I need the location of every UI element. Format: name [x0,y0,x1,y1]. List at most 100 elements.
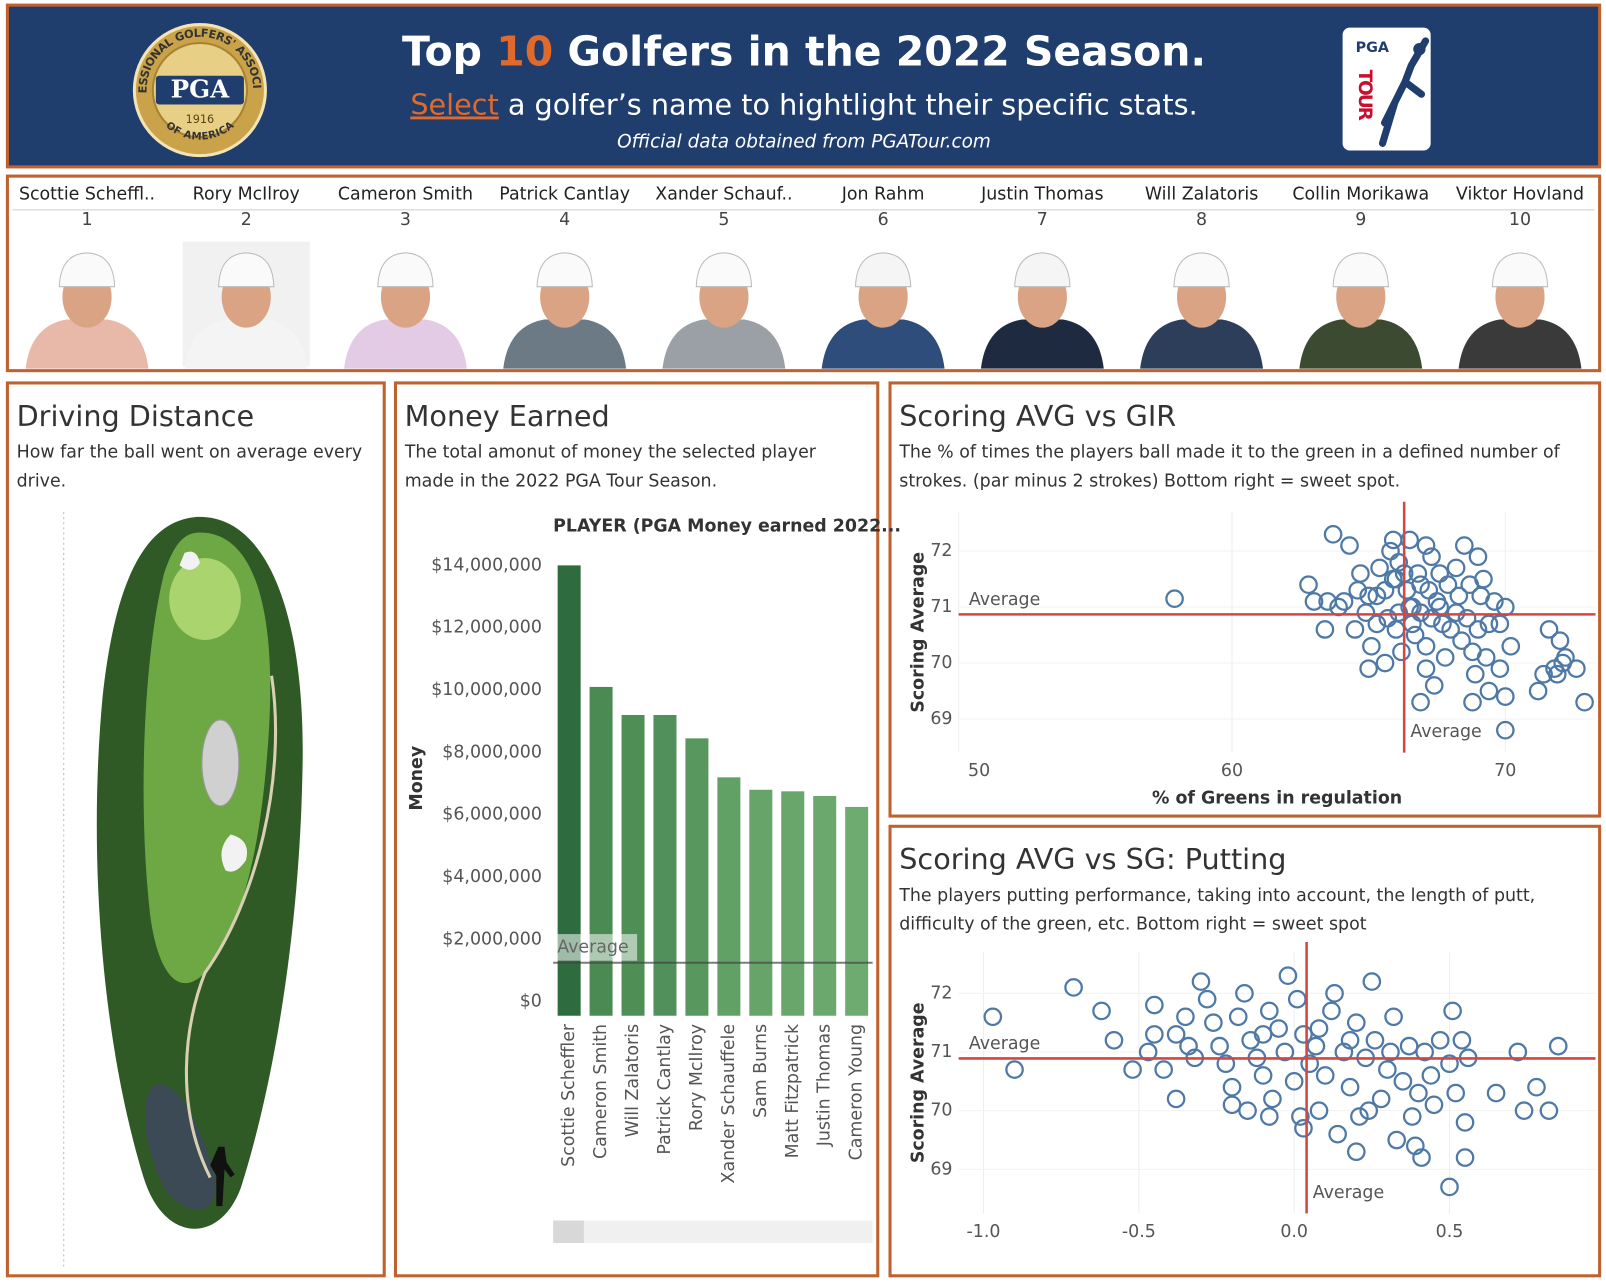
bar[interactable] [845,806,869,1016]
bar[interactable] [813,796,837,1016]
x-tick-label[interactable]: Justin Thomas [815,1024,835,1147]
data-point[interactable] [1514,1101,1534,1120]
data-point[interactable] [1350,1107,1369,1126]
data-point[interactable] [1392,642,1411,662]
x-tick-label[interactable]: Scottie Scheffler [559,1023,579,1167]
data-point[interactable] [1424,676,1444,695]
data-point[interactable] [1402,1107,1422,1126]
data-point[interactable] [1315,620,1335,639]
data-point[interactable] [1416,659,1436,678]
data-point[interactable] [1365,1030,1385,1050]
data-point[interactable] [1348,580,1368,600]
scrollbar-track[interactable] [553,1220,873,1244]
golfer-card[interactable]: Xander Schauf.. 5 [655,185,793,369]
bar[interactable] [557,565,581,1016]
golfer-name[interactable]: Xander Schauf.. [655,185,792,205]
data-point[interactable] [1259,1107,1279,1126]
data-point[interactable] [1275,1042,1295,1062]
x-tick-label[interactable]: Cameron Smith [591,1024,611,1159]
data-point[interactable] [1486,1083,1506,1103]
data-point[interactable] [1508,1042,1528,1062]
data-point[interactable] [1375,653,1395,673]
data-point[interactable] [1446,603,1466,623]
data-point[interactable] [1222,1077,1242,1097]
data-point[interactable] [1092,1001,1111,1021]
data-point[interactable] [1528,681,1548,701]
data-point[interactable] [1165,589,1184,609]
data-point[interactable] [1299,575,1318,595]
data-point[interactable] [1539,1101,1559,1120]
data-point[interactable] [1323,525,1343,544]
data-point[interactable] [1359,659,1378,678]
data-point[interactable] [1294,1118,1313,1138]
data-point[interactable] [1291,1107,1310,1126]
data-point[interactable] [1468,547,1488,567]
data-point[interactable] [1409,1083,1428,1103]
data-point[interactable] [1424,1095,1444,1115]
data-point[interactable] [1294,1025,1313,1044]
data-point[interactable] [1340,1077,1360,1097]
data-point[interactable] [1479,681,1499,701]
data-point[interactable] [1474,569,1493,589]
golfer-card[interactable]: Rory McIlroy 2 [182,185,310,369]
data-point[interactable] [1378,1060,1397,1079]
x-tick-label[interactable]: Matt Fitzpatrick [783,1023,803,1158]
golfer-name[interactable]: Will Zalatoris [1145,185,1258,205]
data-point[interactable] [1446,1083,1466,1103]
data-point[interactable] [1443,1001,1462,1021]
data-point[interactable] [1422,547,1441,567]
x-tick-label[interactable]: Will Zalatoris [623,1024,643,1137]
data-point[interactable] [1005,1060,1024,1079]
data-point[interactable] [1455,1113,1475,1132]
data-point[interactable] [1191,972,1211,991]
bar[interactable] [589,686,613,1016]
data-point[interactable] [1269,1019,1288,1038]
data-point[interactable] [1457,608,1477,628]
data-point[interactable] [1238,1101,1257,1120]
data-point[interactable] [1534,664,1553,684]
bar[interactable] [749,789,773,1016]
data-point[interactable] [1387,1130,1407,1150]
x-tick-label[interactable]: Rory McIlroy [687,1024,707,1131]
data-point[interactable] [1340,536,1359,555]
scrollbar-thumb[interactable] [553,1220,584,1244]
bar[interactable] [717,777,741,1016]
golfer-name[interactable]: Rory McIlroy [193,185,300,205]
data-point[interactable] [1435,648,1455,667]
data-point[interactable] [1259,1001,1279,1021]
bar[interactable] [653,714,677,1016]
data-point[interactable] [1430,1030,1450,1050]
golfer-card[interactable]: Jon Rahm 6 [819,185,947,369]
golfer-name[interactable]: Justin Thomas [980,185,1103,205]
golfer-name[interactable]: Collin Morikawa [1292,185,1429,205]
data-point[interactable] [1309,1101,1329,1120]
data-point[interactable] [1325,984,1344,1003]
golfer-card[interactable]: Viktor Hovland 10 [1456,185,1584,369]
golfer-name[interactable]: Scottie Scheffl.. [19,185,155,205]
data-point[interactable] [1166,1089,1186,1109]
data-point[interactable] [1356,603,1376,623]
data-point[interactable] [1550,631,1570,650]
data-point[interactable] [1383,569,1403,589]
data-point[interactable] [1064,978,1083,997]
data-point[interactable] [1216,1054,1236,1074]
data-point[interactable] [1465,664,1485,684]
data-point[interactable] [1408,564,1428,583]
data-point[interactable] [1235,984,1254,1003]
data-point[interactable] [1416,536,1436,555]
data-point[interactable] [1490,659,1510,678]
golfer-card[interactable]: Scottie Scheffl.. 1 [19,185,155,369]
data-point[interactable] [1553,653,1573,673]
data-point[interactable] [1222,1095,1242,1115]
data-point[interactable] [1416,636,1436,656]
data-point[interactable] [1476,648,1496,667]
data-point[interactable] [1575,692,1594,712]
data-point[interactable] [1400,530,1419,550]
data-point[interactable] [1315,1066,1335,1085]
data-point[interactable] [1328,1124,1347,1144]
data-point[interactable] [1166,1025,1186,1044]
data-point[interactable] [1438,575,1458,595]
data-point[interactable] [1204,1013,1223,1032]
data-point[interactable] [1278,966,1298,986]
data-point[interactable] [1145,995,1164,1015]
